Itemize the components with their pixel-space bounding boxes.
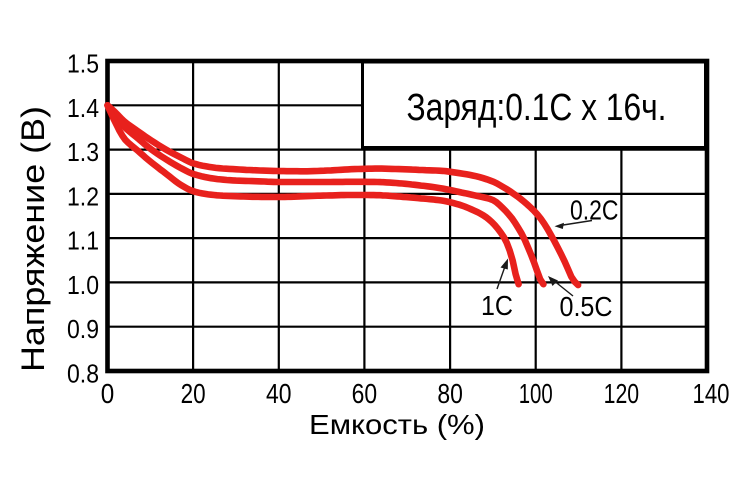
svg-text:0.9: 0.9	[67, 314, 99, 344]
svg-text:80: 80	[437, 378, 463, 409]
svg-text:1.5: 1.5	[67, 49, 99, 79]
svg-text:1.0: 1.0	[67, 270, 99, 300]
svg-text:1.3: 1.3	[67, 137, 99, 167]
svg-text:100: 100	[519, 378, 553, 409]
svg-text:40: 40	[266, 378, 292, 409]
svg-text:1.1: 1.1	[67, 226, 99, 256]
svg-text:Заряд:0.1C x 16ч.: Заряд:0.1C x 16ч.	[407, 87, 667, 129]
svg-text:1.4: 1.4	[67, 93, 99, 123]
svg-text:60: 60	[352, 378, 378, 409]
svg-text:0.8: 0.8	[67, 359, 99, 389]
svg-text:1.2: 1.2	[67, 181, 99, 211]
svg-text:0.5C: 0.5C	[560, 291, 613, 322]
svg-text:0.2C: 0.2C	[570, 195, 619, 226]
svg-text:140: 140	[693, 378, 730, 409]
svg-text:20: 20	[181, 378, 206, 409]
svg-text:Напряжение (В): Напряжение (В)	[15, 106, 51, 372]
svg-text:120: 120	[604, 378, 640, 409]
svg-text:Емкость (%): Емкость (%)	[309, 409, 485, 440]
svg-text:1C: 1C	[481, 290, 513, 321]
svg-text:0: 0	[101, 378, 115, 409]
